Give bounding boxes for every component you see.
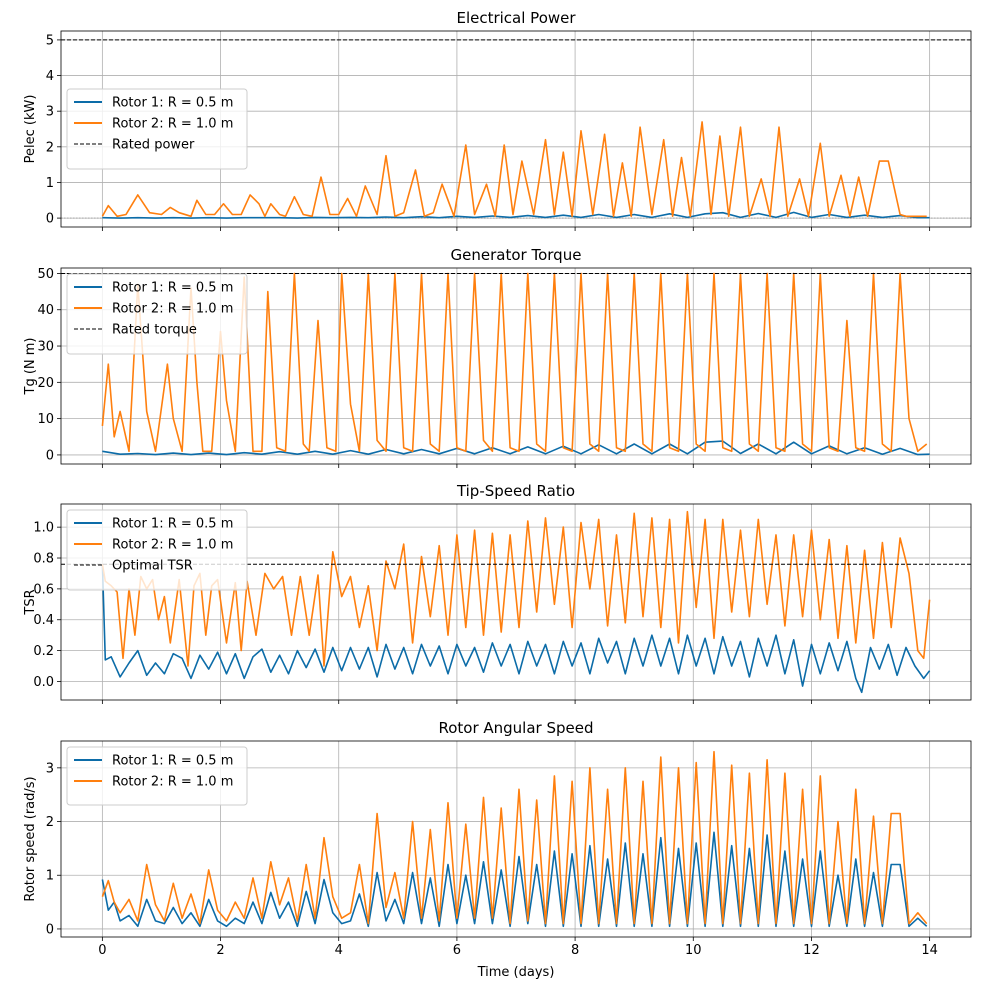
- y-tick-label: 0: [46, 448, 54, 463]
- legend-label: Rotor 2: R = 1.0 m: [112, 775, 233, 790]
- panel-2: 0 10 20 30 40 50 Generator Torque Tg (N m) Rotor…: [23, 246, 972, 468]
- y-tick-label: 30: [37, 340, 54, 355]
- legend-label: Rotor 1: R = 0.5 m: [112, 754, 233, 769]
- panel-1: 0 1 2 3 4 5 Electrical Power Pelec (kW) Rotor 1:…: [23, 9, 972, 231]
- axes-frame: [60, 267, 972, 465]
- legend-label: Rotor 1: R = 0.5 m: [112, 96, 233, 111]
- y-tick-label: 0: [46, 212, 54, 227]
- panel-3: 0.0 0.2 0.4 0.6 0.8 1.0 Tip-Speed Ratio TSR Roto…: [23, 482, 972, 704]
- chart-title: Electrical Power: [456, 9, 576, 27]
- y-tick-label: 10: [37, 412, 54, 427]
- chart-title: Tip-Speed Ratio: [456, 482, 575, 500]
- series-line-2: [101, 510, 931, 667]
- series-line-1: [102, 440, 930, 456]
- y-tick-label: 1.0: [33, 521, 54, 536]
- axes-frame: [60, 30, 972, 228]
- y-axis-label: Pelec (kW): [23, 95, 38, 164]
- legend-box: [66, 273, 248, 355]
- y-tick-label: 4: [46, 69, 54, 84]
- y-tick-label: 1: [46, 176, 54, 191]
- legend-label: Rated power: [112, 138, 195, 153]
- legend: Rotor 1: R = 0.5 m Rotor 2: R = 1.0 m: [66, 746, 248, 806]
- y-tick-label: 1: [46, 869, 54, 884]
- y-tick-label: 2: [46, 140, 54, 155]
- chart-title: Rotor Angular Speed: [438, 719, 593, 737]
- x-tick-label: 2: [216, 943, 224, 958]
- series-line-2: [101, 750, 928, 925]
- y-tick-label: 0.4: [33, 613, 54, 628]
- x-tick-label: 10: [685, 943, 702, 958]
- y-tick-label: 50: [37, 267, 54, 282]
- legend-label: Rated torque: [112, 323, 197, 338]
- y-tick-label: 20: [37, 376, 54, 391]
- y-tick-label: 0.6: [33, 582, 54, 597]
- x-tick-label: 12: [803, 943, 820, 958]
- legend-box: [66, 746, 248, 806]
- legend-label: Rotor 2: R = 1.0 m: [112, 302, 233, 317]
- legend-label: Optimal TSR: [112, 559, 193, 574]
- y-tick-label: 40: [37, 303, 54, 318]
- y-tick-label: 0: [46, 922, 54, 937]
- y-tick-label: 2: [46, 815, 54, 830]
- series-line-1: [102, 211, 930, 219]
- axes-frame: [60, 503, 972, 701]
- axes-frame: [60, 740, 972, 938]
- legend-label: Rotor 2: R = 1.0 m: [112, 117, 233, 132]
- legend-label: Rotor 2: R = 1.0 m: [112, 538, 233, 553]
- legend-box: [66, 509, 248, 591]
- chart-title: Generator Torque: [451, 246, 582, 264]
- series-line-1: [101, 831, 928, 928]
- x-tick-label: 8: [571, 943, 579, 958]
- legend-label: Rotor 1: R = 0.5 m: [112, 281, 233, 296]
- y-axis-label: Rotor speed (rad/s): [23, 776, 38, 901]
- x-tick-label: 14: [921, 943, 938, 958]
- x-tick-label: 0: [98, 943, 106, 958]
- legend-label: Rotor 1: R = 0.5 m: [112, 517, 233, 532]
- y-tick-label: 3: [46, 105, 54, 120]
- y-tick-label: 5: [46, 33, 54, 48]
- x-axis-label: Time (days): [477, 965, 555, 980]
- legend: Rotor 1: R = 0.5 m Rotor 2: R = 1.0 m Rate…: [66, 273, 248, 355]
- x-tick-label: 4: [335, 943, 343, 958]
- series-line-2: [101, 121, 927, 218]
- legend: Rotor 1: R = 0.5 m Rotor 2: R = 1.0 m Opti…: [66, 509, 248, 591]
- series-line-1: [101, 564, 931, 694]
- y-tick-label: 0.8: [33, 552, 54, 567]
- x-tick-label: 6: [453, 943, 461, 958]
- y-tick-label: 0.2: [33, 644, 54, 659]
- y-tick-label: 0.0: [33, 675, 54, 690]
- y-tick-label: 3: [46, 761, 54, 776]
- y-axis-label: TSR: [23, 589, 38, 615]
- legend: Rotor 1: R = 0.5 m Rotor 2: R = 1.0 m Rate…: [66, 88, 248, 170]
- y-axis-label: Tg (N m): [23, 338, 38, 396]
- legend-box: [66, 88, 248, 170]
